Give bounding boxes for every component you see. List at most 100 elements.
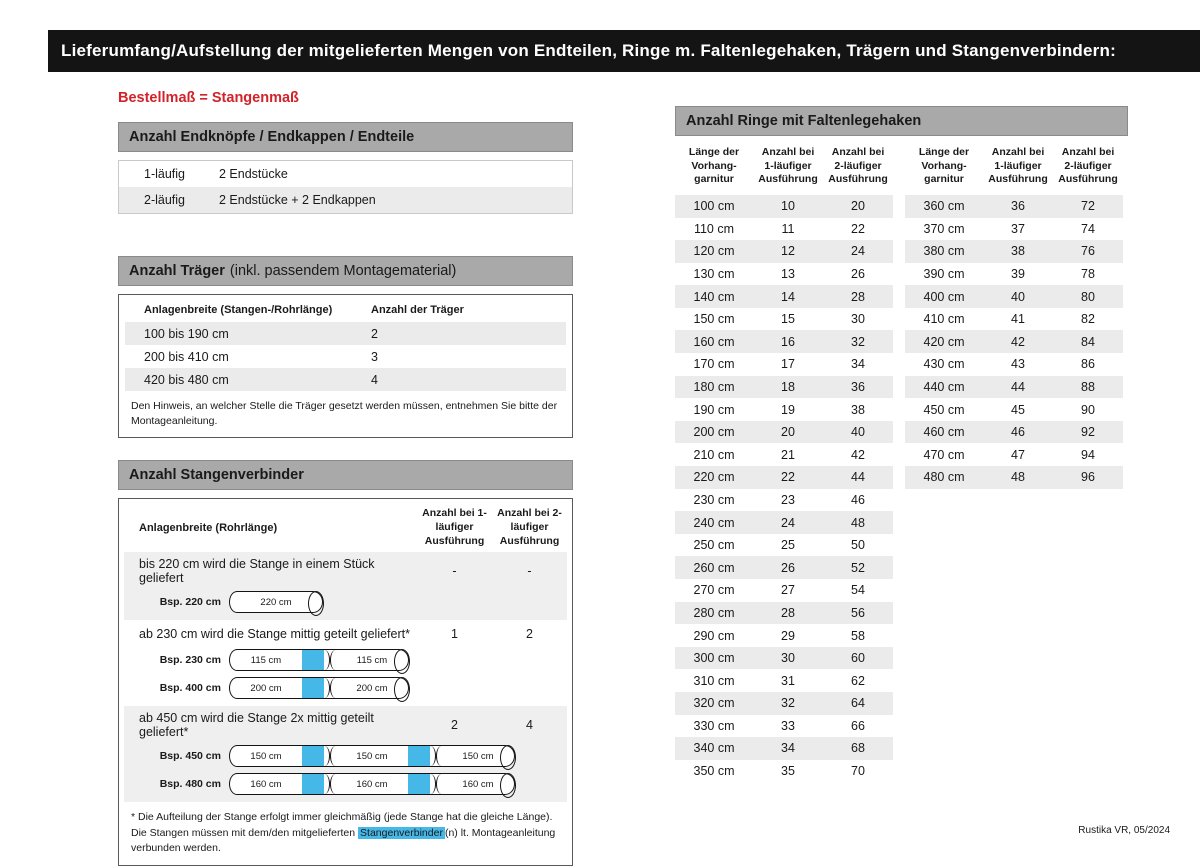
ringe-count-2laeufig: 64 (851, 696, 865, 711)
garnitur-length: 470 cm (923, 447, 965, 462)
ringe-count-1laeufig: 13 (781, 267, 795, 281)
ringe-count-2laeufig: 66 (851, 718, 865, 733)
section-header-traeger: Anzahl Träger (inkl. passendem Montagema… (118, 256, 573, 286)
example-row: Bsp. 480 cm 160 cm 160 cm 160 cm (124, 772, 567, 798)
ring-table-row: 450 cm 45 90 (905, 398, 1123, 421)
ringe-count-1laeufig: 47 (1011, 447, 1025, 462)
rod-diagram: 160 cm 160 cm 160 cm (229, 772, 516, 798)
ringe-count-1laeufig: 17 (781, 357, 795, 372)
ringe-count-2laeufig: 88 (1081, 379, 1095, 394)
garnitur-length: 170 cm (693, 357, 735, 372)
ring-table-row: 430 cm 43 86 (905, 353, 1123, 376)
ring-table-row: 240 cm 24 48 (675, 511, 893, 534)
garnitur-length: 450 cm (923, 402, 965, 417)
col-header-anlagenbreite: Anlagenbreite (Stangen-/Rohrlänge) (144, 304, 333, 316)
endteile-parts: 2 Endstücke + 2 Endkappen (219, 193, 376, 207)
ring-table-row: 280 cm 28 56 (675, 601, 893, 625)
example-label: Bsp. 450 cm (159, 750, 221, 763)
rod-segment-label: 115 cm (250, 654, 282, 666)
ringe-count-1laeufig: 11 (781, 221, 795, 236)
ringe-count-2laeufig: 40 (851, 425, 865, 440)
traeger-rows: 100 bis 190 cm 2 200 bis 410 cm 3 420 bi… (125, 322, 566, 391)
table-row: 2-läufig 2 Endstücke + 2 Endkappen (119, 187, 572, 213)
garnitur-length: 120 cm (693, 244, 735, 259)
ring-table-row: 300 cm 30 60 (675, 646, 893, 670)
ringe-count-2laeufig: 50 (851, 538, 865, 553)
example-row: Bsp. 230 cm 115 cm 115 cm (124, 648, 567, 674)
ring-table-row: 360 cm 36 72 (905, 194, 1123, 218)
ring-table-row: 250 cm 25 50 (675, 534, 893, 557)
ringe-count-2laeufig: 60 (851, 651, 865, 666)
ring-table-row: 130 cm 13 26 (675, 263, 893, 286)
ringe-count-2laeufig: 44 (851, 470, 865, 485)
ringe-count-1laeufig: 31 (781, 673, 795, 688)
traeger-count: 4 (371, 372, 378, 387)
ring-table-row: 220 cm 22 44 (675, 466, 893, 489)
ring-table-row: 340 cm 34 68 (675, 737, 893, 760)
ringe-count-1laeufig: 37 (1011, 221, 1025, 236)
connector-sleeve (302, 746, 324, 767)
ring-table-row: 480 cm 48 96 (905, 466, 1123, 489)
garnitur-length: 260 cm (693, 560, 735, 575)
ring-table-row: 460 cm 46 92 (905, 420, 1123, 444)
connector-sleeve (302, 678, 324, 699)
joint-curve-left (330, 678, 336, 699)
ring-table-row: 190 cm 19 38 (675, 398, 893, 421)
example-label: Bsp. 220 cm (159, 596, 221, 609)
ring-table-row: 100 cm 10 20 (675, 194, 893, 218)
anlagenbreite-range: 420 bis 480 cm (144, 372, 229, 387)
table-row: 420 bis 480 cm 4 (125, 368, 566, 391)
garnitur-length: 390 cm (923, 267, 965, 281)
stangenverbinder-table: Anlagenbreite (Rohrlänge) Anzahl bei 1-l… (118, 498, 573, 866)
ring-table-row: 320 cm 32 64 (675, 691, 893, 715)
ringe-count-2laeufig: 26 (851, 267, 865, 281)
garnitur-length: 460 cm (923, 425, 965, 440)
ringe-count-2laeufig: 58 (851, 628, 865, 643)
ring-table-row: 440 cm 44 88 (905, 375, 1123, 399)
count-2laeufig: - (527, 564, 532, 579)
garnitur-length: 360 cm (923, 199, 965, 214)
table-row: 200 bis 410 cm 3 (125, 345, 566, 368)
traeger-table: Anlagenbreite (Stangen-/Rohrlänge) Anzah… (118, 294, 573, 439)
joint-curve-right (324, 678, 330, 699)
ring-table-row: 310 cm 31 62 (675, 669, 893, 692)
traeger-count: 2 (371, 326, 378, 341)
ringe-count-2laeufig: 84 (1081, 334, 1095, 349)
ringe-count-1laeufig: 30 (781, 651, 795, 666)
verbinder-rule-row: ab 450 cm wird die Stange 2x mittig gete… (124, 711, 567, 739)
ringe-count-1laeufig: 32 (781, 696, 795, 711)
ringe-count-2laeufig: 92 (1081, 425, 1095, 440)
endteile-table: 1-läufig 2 Endstücke 2-läufig 2 Endstück… (118, 160, 573, 214)
ringe-count-2laeufig: 42 (851, 447, 865, 462)
joint-curve-left (330, 774, 336, 795)
ring-table-row: 180 cm 18 36 (675, 375, 893, 399)
ringe-count-1laeufig: 48 (1011, 470, 1025, 485)
garnitur-length: 180 cm (693, 379, 735, 394)
ring-rows: 360 cm 36 72 370 cm 37 74 380 cm 38 76 390 cm 39 78… (905, 194, 1123, 489)
rod-segment-label: 115 cm (356, 654, 388, 666)
joint-curve-right (430, 746, 436, 767)
traeger-note: Den Hinweis, an welcher Stelle die Träge… (131, 400, 558, 427)
ringe-count-1laeufig: 39 (1011, 267, 1025, 281)
rod-connector-joint (302, 650, 336, 671)
ringe-count-2laeufig: 72 (1081, 199, 1095, 214)
ringe-count-2laeufig: 70 (851, 764, 865, 779)
connector-sleeve (302, 650, 324, 671)
ringe-count-1laeufig: 43 (1011, 357, 1025, 372)
rod-connector-joint (408, 746, 442, 767)
rod-segment-label: 200 cm (356, 682, 388, 694)
ringe-count-1laeufig: 27 (781, 583, 795, 598)
garnitur-length: 370 cm (923, 221, 965, 236)
ringe-count-2laeufig: 86 (1081, 357, 1095, 372)
ringe-count-2laeufig: 46 (851, 492, 865, 507)
ringe-count-1laeufig: 16 (781, 334, 795, 349)
section-header-ringe-label: Anzahl Ringe mit Faltenlegehaken (686, 113, 922, 129)
rod-segment-label: 160 cm (250, 778, 282, 790)
garnitur-length: 230 cm (693, 492, 735, 507)
rod-diagram: 115 cm 115 cm (229, 648, 410, 674)
ringe-count-2laeufig: 62 (851, 673, 865, 688)
ringe-count-1laeufig: 28 (781, 605, 795, 620)
left-column: Bestellmaß = Stangenmaß Anzahl Endknöpfe… (118, 88, 573, 866)
example-label: Bsp. 230 cm (159, 654, 221, 667)
garnitur-length: 200 cm (693, 425, 735, 440)
